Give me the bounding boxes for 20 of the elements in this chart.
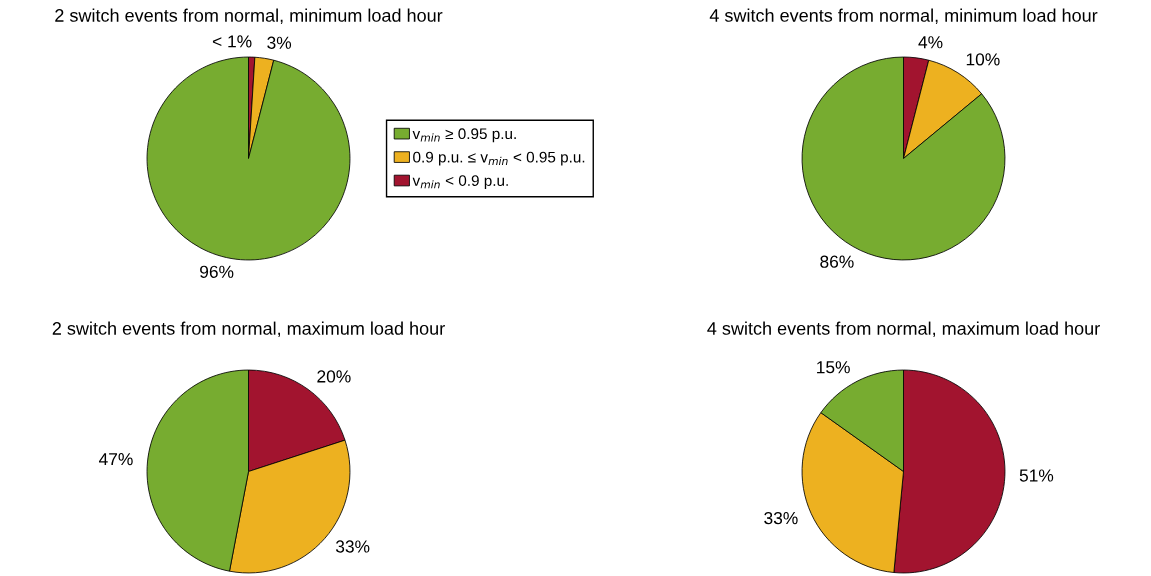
data-label: 33% — [335, 540, 370, 553]
chart-title: 2 switch events from normal, maximum load hour — [52, 321, 445, 337]
data-label: 10% — [966, 53, 1000, 66]
legend-label: v$_{min}$ ≥ 0.95 p.u. — [412, 128, 516, 143]
data-label: 47% — [98, 453, 133, 466]
data-label: 33% — [764, 511, 798, 525]
data-label: 20% — [317, 370, 351, 383]
legend-label: 0.9 p.u. ≤ v$_{min}$ < 0.95 p.u. — [413, 151, 585, 166]
chart-title: 4 switch events from normal, minimum load hour — [709, 8, 1098, 24]
chart-title: 4 switch events from normal, maximum load hour — [707, 321, 1100, 337]
legend-label: v$_{min}$ < 0.9 p.u. — [412, 175, 508, 190]
data-label: 86% — [820, 255, 854, 268]
chart-title: 2 switch events from normal, minimum load hour — [55, 8, 443, 24]
data-label: 15% — [817, 361, 850, 374]
data-label: < 1% — [212, 35, 252, 48]
data-label: 3% — [267, 36, 292, 49]
data-label: 96% — [200, 265, 234, 278]
data-label: 51% — [1019, 469, 1054, 482]
pie-slice — [146, 56, 351, 261]
data-label: 4% — [918, 36, 943, 49]
